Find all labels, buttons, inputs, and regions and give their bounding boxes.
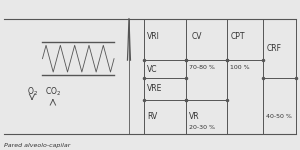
Text: VRE: VRE xyxy=(147,84,162,93)
Text: 40-50 %: 40-50 % xyxy=(266,114,292,119)
Text: $\mathregular{O_2}$: $\mathregular{O_2}$ xyxy=(26,85,38,98)
Text: VC: VC xyxy=(147,64,158,74)
Text: CV: CV xyxy=(192,32,202,41)
Text: CRF: CRF xyxy=(266,44,281,53)
Text: RV: RV xyxy=(147,112,157,121)
Text: 20-30 %: 20-30 % xyxy=(189,124,214,129)
Text: 100 %: 100 % xyxy=(230,65,250,70)
Text: VRI: VRI xyxy=(147,32,160,41)
Text: Pared alveolo-capilar: Pared alveolo-capilar xyxy=(4,143,70,148)
Text: $\mathregular{CO_2}$: $\mathregular{CO_2}$ xyxy=(45,85,61,98)
Text: VR: VR xyxy=(189,112,199,121)
Text: CPT: CPT xyxy=(230,32,245,41)
Text: 70-80 %: 70-80 % xyxy=(189,65,214,70)
